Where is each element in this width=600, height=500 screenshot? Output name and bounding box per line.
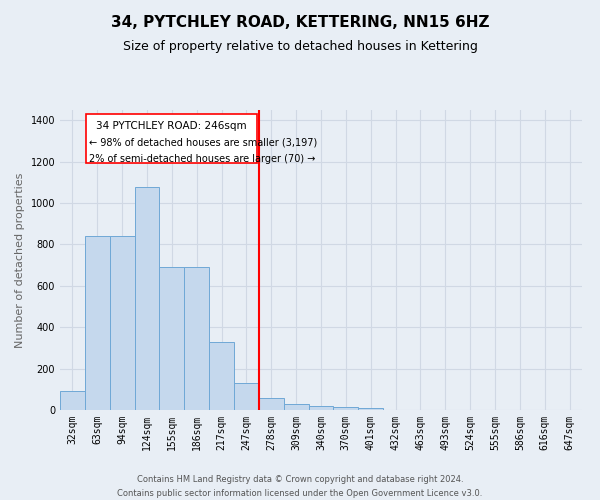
Text: 34 PYTCHLEY ROAD: 246sqm: 34 PYTCHLEY ROAD: 246sqm	[96, 120, 247, 130]
Text: 34, PYTCHLEY ROAD, KETTERING, NN15 6HZ: 34, PYTCHLEY ROAD, KETTERING, NN15 6HZ	[111, 15, 489, 30]
Text: Contains HM Land Registry data © Crown copyright and database right 2024.
Contai: Contains HM Land Registry data © Crown c…	[118, 476, 482, 498]
Bar	[184, 267, 209, 410]
Bar	[160, 267, 184, 410]
Bar	[259, 398, 284, 410]
Text: 2% of semi-detached houses are larger (70) →: 2% of semi-detached houses are larger (7…	[89, 154, 315, 164]
Bar	[209, 342, 234, 410]
Bar	[85, 236, 110, 410]
FancyBboxPatch shape	[86, 114, 257, 163]
Bar	[284, 404, 308, 410]
Bar	[308, 406, 334, 410]
Text: Size of property relative to detached houses in Kettering: Size of property relative to detached ho…	[122, 40, 478, 53]
Text: ← 98% of detached houses are smaller (3,197): ← 98% of detached houses are smaller (3,…	[89, 137, 317, 147]
Bar	[358, 408, 383, 410]
Bar	[60, 392, 85, 410]
Y-axis label: Number of detached properties: Number of detached properties	[15, 172, 25, 348]
Bar	[110, 236, 134, 410]
Bar	[234, 383, 259, 410]
Bar	[134, 186, 160, 410]
Bar	[334, 407, 358, 410]
